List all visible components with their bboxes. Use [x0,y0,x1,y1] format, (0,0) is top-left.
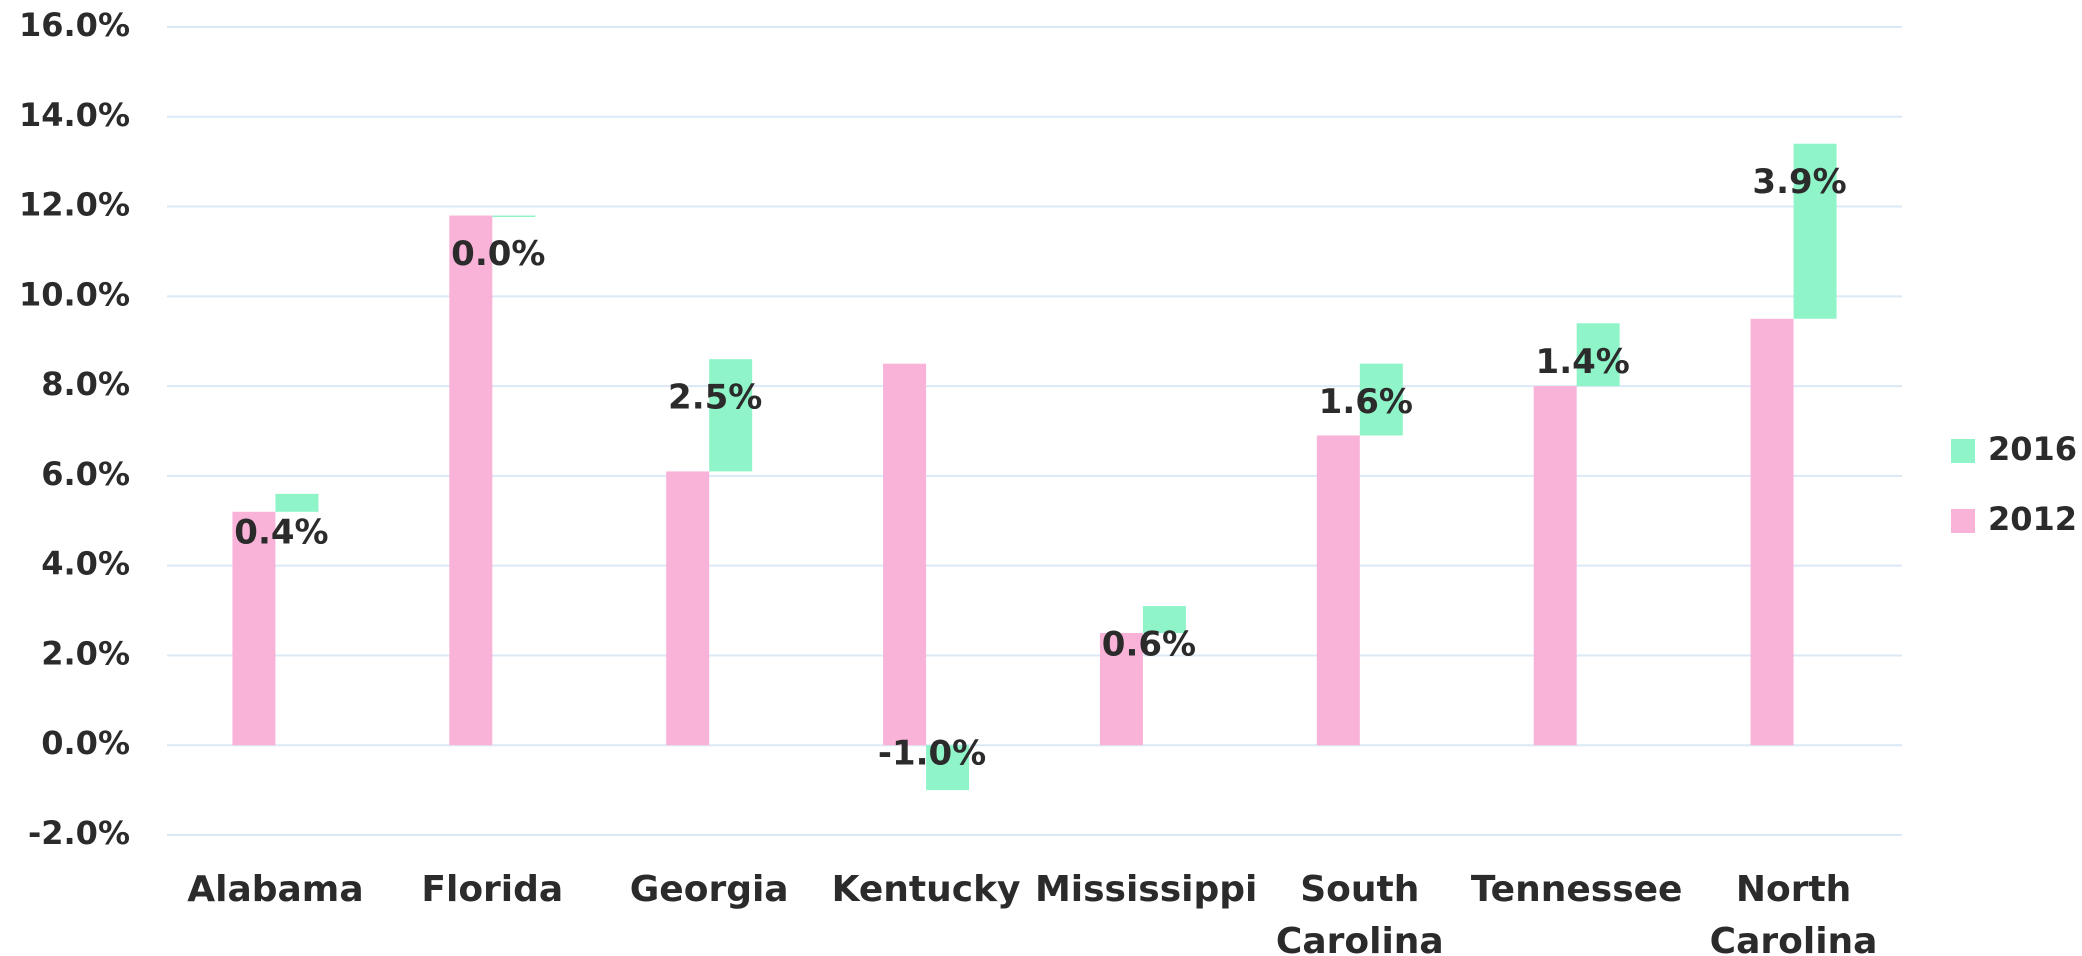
bar [449,215,493,746]
x-tick-label: Alabama [187,869,364,910]
data-label: 1.4% [1536,342,1630,382]
bar [1099,633,1143,746]
legend-swatch [1951,439,1975,463]
y-tick-label: 4.0% [41,545,130,583]
bar [1750,318,1794,746]
bar [232,511,276,746]
bar [1316,435,1360,746]
x-tick-label: Florida [421,869,564,910]
x-tick-label: Kentucky [831,869,1021,910]
bar [1533,386,1577,746]
bar [709,359,753,472]
bar [1793,143,1837,319]
legend-label: 2016 [1988,430,2077,468]
bar [926,745,970,791]
legend-label: 2012 [1988,500,2077,538]
bar [883,363,927,746]
data-label: 0.6% [1102,625,1196,665]
y-tick-label: 8.0% [41,365,130,403]
x-tick-label: South Carolina [1275,869,1444,956]
y-tick-label: 0.0% [41,724,130,762]
y-tick-label: 16.0% [19,6,130,44]
bar [1576,323,1620,387]
data-label: -1.0% [878,734,986,774]
y-tick-label: 12.0% [19,186,130,224]
x-tick-label: Mississippi [1034,869,1258,910]
data-label: 1.6% [1319,382,1413,422]
data-label: 0.0% [451,234,545,274]
y-tick-label: 14.0% [19,96,130,134]
bar [1142,606,1186,633]
y-tick-label: 10.0% [19,275,130,313]
bar [275,493,319,512]
legend-swatch [1951,509,1975,533]
bar [1359,363,1403,436]
x-tick-label: North Carolina [1709,869,1878,956]
y-tick-label: 2.0% [41,634,130,672]
bar [492,215,536,218]
x-tick-label: Georgia [629,869,789,910]
data-label: 3.9% [1752,162,1846,202]
y-tick-label: 6.0% [41,455,130,493]
data-label: 0.4% [234,512,328,552]
bar [666,471,710,746]
y-tick-label: -2.0% [28,814,130,852]
x-tick-label: Tennessee [1470,869,1683,910]
data-label: 2.5% [668,378,762,418]
